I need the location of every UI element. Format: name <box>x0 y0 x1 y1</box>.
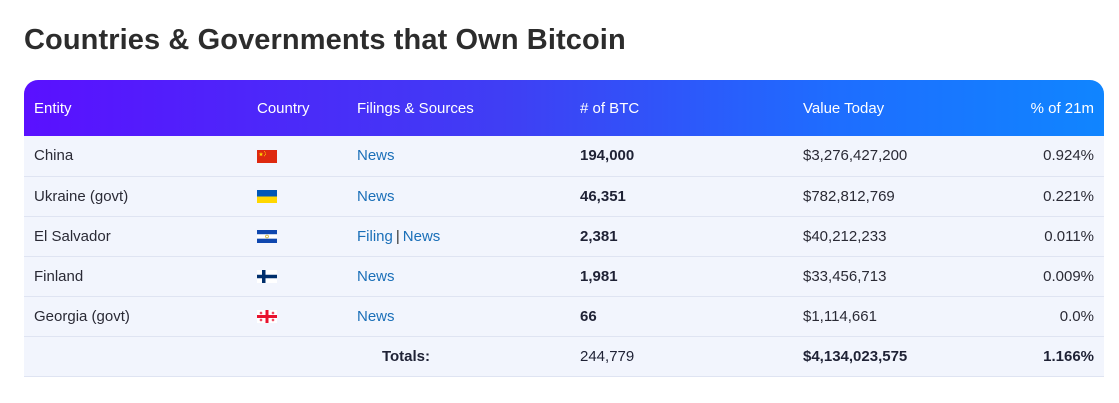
btc-cell: 194,000 <box>580 147 635 165</box>
finland-flag-icon <box>257 270 277 284</box>
filings-cell: News <box>347 136 570 176</box>
table-body: China News 194,000 $3,276,427,200 0.924% <box>24 136 1104 376</box>
btc-cell: 1,981 <box>580 267 618 285</box>
table-row: Finland News 1,981 $33,456,713 0.009% <box>24 256 1104 296</box>
value-cell: $1,114,661 <box>803 307 877 325</box>
value-cell: $3,276,427,200 <box>803 147 908 165</box>
entity-cell: El Salvador <box>34 227 111 245</box>
news-link[interactable]: News <box>402 227 441 245</box>
entity-cell: Georgia (govt) <box>34 307 130 325</box>
filing-link[interactable]: Filing <box>357 227 393 245</box>
table-row: Georgia (govt) News <box>24 296 1104 336</box>
pct-cell: 0.009% <box>1043 267 1094 285</box>
news-link[interactable]: News <box>357 147 395 165</box>
table-header: Entity Country Filings & Sources # of BT… <box>24 80 1104 136</box>
totals-value: $4,134,023,575 <box>803 347 908 365</box>
country-cell <box>247 296 347 336</box>
table-row: El Salvador Filing | News 2,381 $40,212,23… <box>24 216 1104 256</box>
table-row: Ukraine (govt) News 46,351 $782,812,769 … <box>24 176 1104 216</box>
pct-cell: 0.0% <box>1059 307 1094 325</box>
country-cell <box>247 216 347 256</box>
pct-cell: 0.011% <box>1044 227 1094 245</box>
el-salvador-flag-icon <box>257 230 277 244</box>
georgia-flag-icon <box>257 310 277 324</box>
page-title: Countries & Governments that Own Bitcoin <box>24 24 626 56</box>
totals-label: Totals: <box>381 347 430 365</box>
entity-cell: Ukraine (govt) <box>34 187 129 205</box>
link-separator: | <box>395 227 400 245</box>
header-entity[interactable]: Entity <box>34 99 72 117</box>
header-pct[interactable]: % of 21m <box>1030 99 1094 117</box>
totals-pct: 1.166% <box>1043 347 1094 365</box>
filings-cell: News <box>347 296 570 336</box>
bitcoin-holdings-table-container: Entity Country Filings & Sources # of BT… <box>24 80 1104 377</box>
header-filings[interactable]: Filings & Sources <box>357 99 474 117</box>
china-flag-icon <box>257 149 277 163</box>
news-link[interactable]: News <box>357 187 395 205</box>
ukraine-flag-icon <box>257 190 277 204</box>
news-link[interactable]: News <box>357 307 395 325</box>
pct-cell: 0.221% <box>1043 187 1094 205</box>
entity-cell: Finland <box>34 267 84 285</box>
header-row: Entity Country Filings & Sources # of BT… <box>24 80 1104 136</box>
country-cell <box>247 256 347 296</box>
filings-cell: News <box>347 176 570 216</box>
filings-cell: News <box>347 256 570 296</box>
filings-cell: Filing | News <box>347 216 570 256</box>
bitcoin-holdings-table: Entity Country Filings & Sources # of BT… <box>24 80 1104 377</box>
value-cell: $40,212,233 <box>803 227 887 245</box>
header-btc[interactable]: # of BTC <box>580 99 640 117</box>
country-cell <box>247 176 347 216</box>
value-cell: $782,812,769 <box>803 187 895 205</box>
news-link[interactable]: News <box>357 267 395 285</box>
value-cell: $33,456,713 <box>803 267 887 285</box>
header-value[interactable]: Value Today <box>803 99 885 117</box>
btc-cell: 2,381 <box>580 227 618 245</box>
country-cell <box>247 136 347 176</box>
header-country[interactable]: Country <box>257 99 310 117</box>
entity-cell: China <box>34 147 74 165</box>
table-row: China News 194,000 $3,276,427,200 0.924% <box>24 136 1104 176</box>
pct-cell: 0.924% <box>1043 147 1094 165</box>
totals-btc: 244,779 <box>580 347 635 365</box>
btc-cell: 66 <box>580 307 597 325</box>
btc-cell: 46,351 <box>580 187 626 205</box>
totals-row: Totals: 244,779 $4,134,023,575 1.166% <box>24 336 1104 376</box>
